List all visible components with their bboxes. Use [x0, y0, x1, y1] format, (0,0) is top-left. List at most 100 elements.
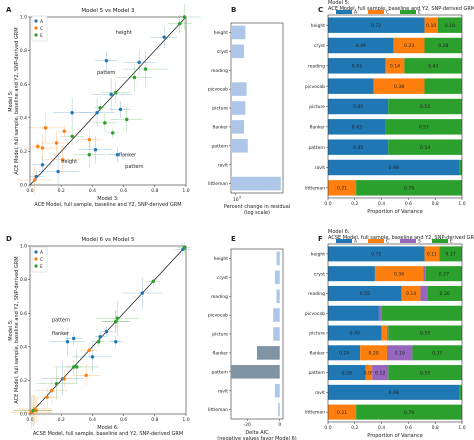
panel-d-legend-label: E — [40, 264, 43, 270]
panel-f-legend-label: C — [386, 239, 389, 245]
panel-f-segment-A — [328, 325, 382, 341]
panel-c-segment-label: 0.45 — [353, 104, 363, 110]
panel-f-legend-swatch — [336, 239, 352, 243]
panel-e-bar — [276, 251, 280, 266]
panel-d-title: Model 6 vs Model 5 — [81, 237, 135, 243]
panel-c-category-label: littleman — [305, 185, 325, 191]
panel-f-segment-S — [372, 365, 389, 381]
panel-a-legend-label: A — [40, 19, 44, 25]
panel-d-point-E — [75, 365, 79, 369]
panel-d-point-A — [140, 291, 145, 295]
panel-d-ytick-label: 1.0 — [20, 244, 27, 250]
panel-a-legend-label: C — [40, 26, 43, 32]
panel-d-identity-line — [29, 245, 187, 415]
panel-d-point-E — [115, 316, 120, 320]
panel-a-point-E — [143, 67, 148, 71]
panel-f-legend-swatch — [432, 239, 448, 243]
panel-c-segment-A — [328, 119, 386, 135]
panel-f-category-label: littleman — [305, 410, 325, 416]
panel-d-xtick-label: 0.8 — [151, 417, 158, 423]
panel-c-segment-label: 0.18 — [445, 23, 455, 29]
panel-f-legend-label: S — [418, 239, 421, 245]
panel-a-point-E — [132, 75, 137, 80]
panel-c-segment-label: 0.57 — [419, 125, 429, 131]
panel-c-segment-C — [424, 17, 438, 33]
panel-a-annotation: height — [116, 30, 132, 36]
panel-f-segment-S — [386, 345, 413, 361]
panel-f-xtick-label: 0.6 — [405, 425, 412, 431]
panel-f-segment-label: 0.24 — [339, 350, 349, 356]
panel-a-point-E — [110, 131, 115, 135]
panel-d-point-A — [98, 335, 102, 339]
panel-f-legend-swatch — [400, 239, 416, 243]
panel-f-xtick-label: 0.4 — [378, 425, 385, 431]
panel-f-category-label: picture — [309, 331, 325, 337]
panel-f-segment-label: 0.12 — [375, 370, 385, 376]
panel-c-segment-E — [424, 37, 462, 54]
panel-d-xtick-label: 1.0 — [182, 417, 189, 423]
panel-d-legend-marker — [34, 250, 38, 254]
panel-d-letter: D — [6, 235, 12, 243]
panel-c-segment-A — [328, 17, 425, 33]
panel-d-point-E — [71, 365, 76, 369]
panel-e-category-label: flanker — [212, 350, 228, 356]
panel-f-xtick-label: 0.0 — [324, 425, 331, 431]
panel-c-segment-label: 0.79 — [404, 186, 414, 192]
panel-f-segment-A — [328, 266, 375, 282]
panel-a-legend: ACE — [31, 15, 48, 42]
panel-c-segment-A — [328, 78, 374, 94]
panel-c-segment-label: 0.54 — [420, 145, 430, 151]
panel-d-xlabel: ACSE Model, full sample, baseline and Y2… — [33, 431, 183, 437]
panel-f-category-label: reading — [308, 291, 325, 297]
panel-a-point-A — [34, 174, 38, 179]
panel-c-segment-E — [388, 98, 462, 115]
panel-f-segment-S — [378, 305, 382, 321]
panel-c-xlabel: Proportion of Variance — [367, 209, 422, 215]
panel-e-xlabel: Delta AIC — [245, 430, 269, 436]
panel-d-xtick-label: 0.6 — [120, 417, 127, 423]
panel-f-segment-label: 0.55 — [360, 291, 370, 297]
panel-c-category-label: height — [311, 23, 326, 29]
panel-a-point-A — [118, 107, 123, 112]
panel-f-title: ACSE Model, full sample, baseline and Y2… — [328, 235, 474, 241]
panel-a-ytick-label: 0.2 — [20, 149, 27, 155]
panel-f-segment-C — [365, 365, 373, 381]
panel-c-category-label: flanker — [309, 124, 325, 130]
panel-d-legend-label: C — [40, 257, 43, 263]
panel-a-legend-marker — [34, 19, 38, 23]
panel-a-point-C — [40, 146, 45, 150]
panel-d-ytick-label: 0.4 — [20, 344, 27, 350]
panel-b-bar — [231, 176, 281, 191]
panel-a-point-E — [87, 153, 91, 157]
panel-a-point-A — [93, 148, 98, 152]
panel-a-ytick-label: 0.4 — [20, 115, 27, 121]
panel-f-xtick-label: 0.2 — [351, 425, 358, 431]
panel-f-segment-label: 0.14 — [406, 291, 416, 297]
panel-d-point-C — [62, 377, 67, 381]
panel-c-segment-A — [328, 159, 460, 176]
panel-a-point-C — [62, 129, 67, 133]
panel-c-category-label: picvocab — [305, 84, 325, 90]
panel-f-segment-E — [356, 404, 462, 420]
panel-c-segment-label: 0.43 — [352, 125, 362, 131]
panel-a-ylabel: Model 5: — [8, 90, 14, 112]
panel-d-point-C — [50, 388, 54, 393]
panel-d-point-A — [104, 329, 109, 334]
panel-f-segment-E — [388, 325, 462, 341]
panel-d-point-E — [31, 408, 35, 413]
panel-a-point-A — [40, 163, 45, 167]
panel-a-point-A — [56, 169, 60, 174]
panel-e-bar — [273, 308, 280, 322]
panel-c-segment-E — [459, 159, 462, 176]
panel-e-category-label: pattern — [211, 369, 228, 375]
panel-d-legend-marker — [34, 264, 38, 268]
panel-c-legend-swatch — [368, 10, 384, 14]
panel-a-ylabel: ACE Model, full sample, baseline and Y2,… — [14, 27, 20, 174]
panel-a-point-C — [61, 158, 65, 162]
panel-f-segment-A — [328, 285, 402, 301]
panel-a-title: Model 5 vs Model 3 — [81, 8, 135, 14]
panel-a-xtick-label: 0.0 — [26, 188, 33, 194]
panel-b-category-label: flanker — [212, 124, 228, 130]
panel-d-point-A — [71, 336, 76, 341]
panel-c-category-label: picture — [309, 104, 325, 110]
